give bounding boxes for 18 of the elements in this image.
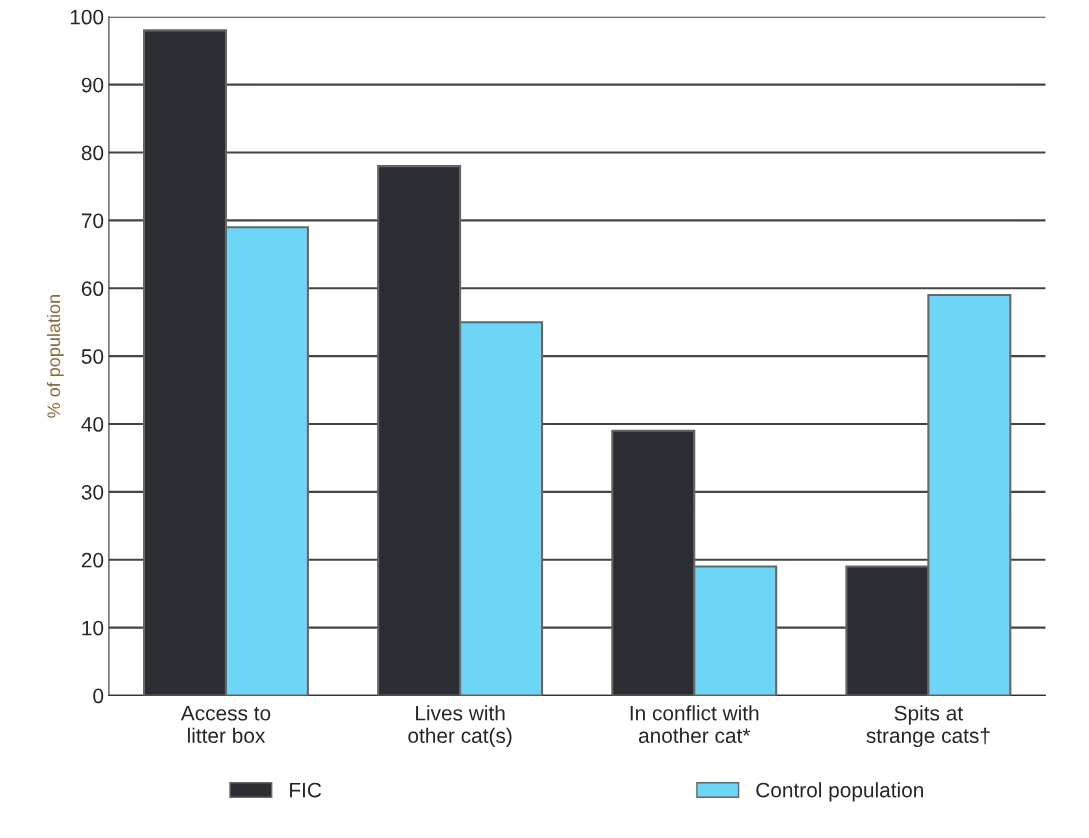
- y-tick-label: 100: [70, 9, 104, 25]
- y-tick-label: 60: [81, 281, 104, 297]
- x-tick-label: Spits at strange cats†: [866, 705, 990, 748]
- y-tick-label: 70: [81, 213, 104, 229]
- legend-label: Control population: [756, 782, 923, 802]
- y-tick-label: 80: [81, 145, 104, 161]
- legend-label: FIC: [290, 782, 322, 798]
- y-tick-label: 10: [82, 620, 104, 636]
- y-axis-title: % of population: [46, 295, 64, 418]
- x-tick-label: Lives with other cat(s): [408, 705, 512, 748]
- y-tick-label: 40: [81, 417, 104, 432]
- y-tick-label: 30: [81, 484, 104, 500]
- y-tick-label: 0: [93, 688, 104, 704]
- y-tick-label: 20: [81, 552, 104, 568]
- y-tick-label: 90: [81, 77, 104, 93]
- x-tick-label: In conflict with another cat*: [630, 705, 759, 744]
- y-tick-label: 50: [81, 349, 104, 364]
- x-tick-label: Access to litter box: [180, 706, 271, 744]
